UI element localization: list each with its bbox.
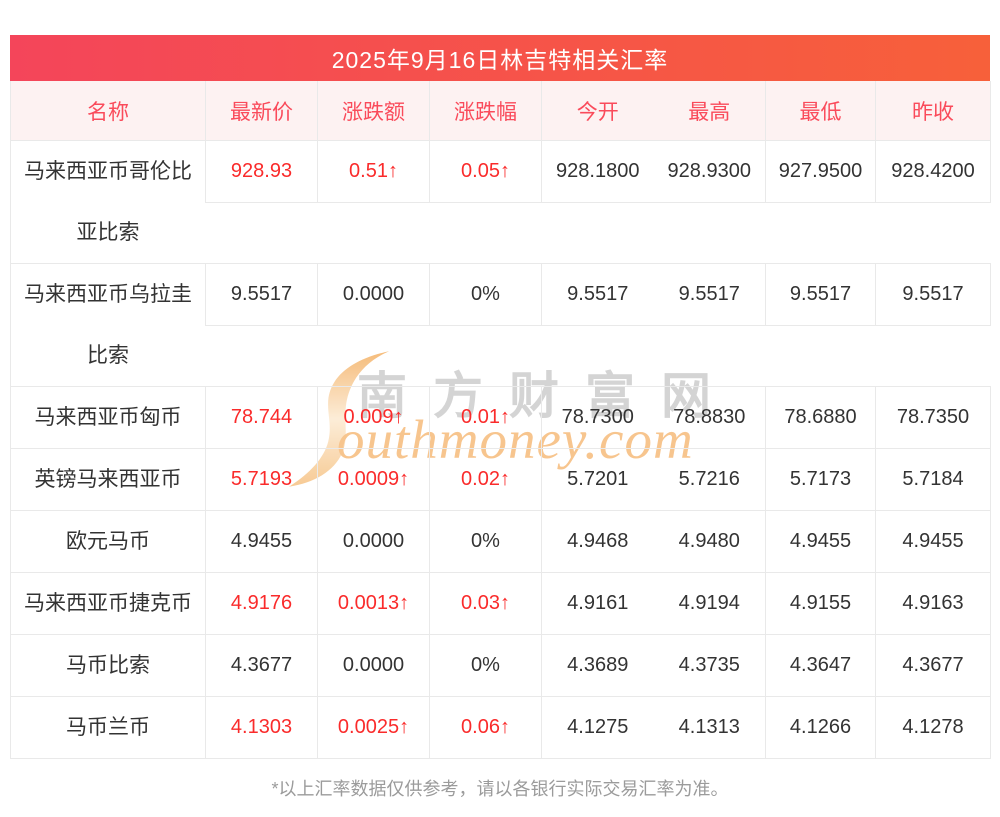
cell-prev: 4.3677 — [875, 634, 991, 697]
col-header-change: 涨跌额 — [317, 81, 430, 141]
cell-latest: 4.9176 — [205, 572, 318, 635]
currency-name-cell: 欧元马币 — [10, 510, 206, 573]
cell-open: 78.7300 — [541, 386, 654, 449]
cell-low: 4.9455 — [765, 510, 876, 573]
cell-prev: 9.5517 — [875, 263, 991, 326]
spacer-row — [11, 202, 991, 264]
page-title: 2025年9月16日林吉特相关汇率 — [331, 47, 669, 73]
cell-high: 4.1313 — [653, 696, 766, 759]
cell-change: 0.0013↑ — [317, 572, 430, 635]
cell-latest: 4.9455 — [205, 510, 318, 573]
cell-latest: 4.3677 — [205, 634, 318, 697]
currency-name-cell: 马来西亚币捷克币 — [10, 572, 206, 635]
currency-name-cell: 英镑马来西亚币 — [10, 448, 206, 511]
table-row: 马来西亚币乌拉圭比索 9.5517 0.0000 0% 9.5517 9.5517 9.55… — [10, 263, 991, 387]
table-body: 马来西亚币哥伦比亚比索 928.93 0.51↑ 0.05↑ 928.1800 928.9… — [10, 140, 991, 759]
cell-pct: 0% — [429, 510, 542, 573]
col-header-name: 名称 — [10, 81, 206, 141]
spacer-cell — [205, 325, 991, 387]
currency-name-cell: 马币兰币 — [10, 696, 206, 759]
footer-note: *以上汇率数据仅供参考，请以各银行实际交易汇率为准。 — [271, 779, 729, 799]
cell-low: 78.6880 — [765, 386, 876, 449]
cell-prev: 928.4200 — [875, 140, 991, 203]
cell-pct: 0.01↑ — [429, 386, 542, 449]
table-row: 马来西亚币匈币 78.744 0.009↑ 0.01↑ 78.7300 78.8830 78… — [10, 386, 991, 449]
cell-high: 9.5517 — [653, 263, 766, 326]
col-header-pct: 涨跌幅 — [429, 81, 542, 141]
cell-pct: 0.06↑ — [429, 696, 542, 759]
cell-open: 4.3689 — [541, 634, 654, 697]
cell-latest: 5.7193 — [205, 448, 318, 511]
cell-high: 5.7216 — [653, 448, 766, 511]
currency-name-cell: 马来西亚币匈币 — [10, 386, 206, 449]
currency-name-cell: 马来西亚币哥伦比亚比索 — [10, 140, 206, 264]
cell-open: 4.1275 — [541, 696, 654, 759]
cell-high: 78.8830 — [653, 386, 766, 449]
table-row: 马币兰币 4.1303 0.0025↑ 0.06↑ 4.1275 4.1313 4.1266… — [10, 696, 991, 759]
cell-prev: 4.9455 — [875, 510, 991, 573]
cell-low: 9.5517 — [765, 263, 876, 326]
cell-latest: 4.1303 — [205, 696, 318, 759]
rates-table: 名称 最新价 涨跌额 涨跌幅 今开 最高 最低 昨收 马来西亚币哥伦比亚比索 92… — [10, 81, 991, 759]
cell-change: 0.0000 — [317, 634, 430, 697]
cell-prev: 5.7184 — [875, 448, 991, 511]
table-row: 马来西亚币捷克币 4.9176 0.0013↑ 0.03↑ 4.9161 4.9194 4.… — [10, 572, 991, 635]
spacer-cell — [205, 202, 991, 264]
cell-pct: 0% — [429, 634, 542, 697]
cell-low: 4.3647 — [765, 634, 876, 697]
cell-change: 0.0009↑ — [317, 448, 430, 511]
cell-change: 0.51↑ — [317, 140, 430, 203]
col-header-prev: 昨收 — [875, 81, 991, 141]
table-row: 欧元马币 4.9455 0.0000 0% 4.9468 4.9480 4.9455 4.94… — [10, 510, 991, 573]
cell-latest: 78.744 — [205, 386, 318, 449]
cell-pct: 0% — [429, 263, 542, 326]
cell-open: 4.9161 — [541, 572, 654, 635]
col-header-latest: 最新价 — [205, 81, 318, 141]
col-header-low: 最低 — [765, 81, 876, 141]
cell-change: 0.0000 — [317, 263, 430, 326]
cell-change: 0.0025↑ — [317, 696, 430, 759]
cell-change: 0.009↑ — [317, 386, 430, 449]
cell-pct: 0.02↑ — [429, 448, 542, 511]
header-row: 名称 最新价 涨跌额 涨跌幅 今开 最高 最低 昨收 — [10, 81, 991, 141]
currency-name-cell: 马币比索 — [10, 634, 206, 697]
cell-high: 4.3735 — [653, 634, 766, 697]
cell-pct: 0.05↑ — [429, 140, 542, 203]
cell-latest: 9.5517 — [205, 263, 318, 326]
cell-pct: 0.03↑ — [429, 572, 542, 635]
cell-low: 4.9155 — [765, 572, 876, 635]
cell-prev: 4.9163 — [875, 572, 991, 635]
cell-open: 9.5517 — [541, 263, 654, 326]
col-header-open: 今开 — [541, 81, 654, 141]
cell-open: 928.1800 — [541, 140, 654, 203]
cell-open: 5.7201 — [541, 448, 654, 511]
cell-high: 4.9194 — [653, 572, 766, 635]
cell-latest: 928.93 — [205, 140, 318, 203]
title-bar: 2025年9月16日林吉特相关汇率 — [10, 35, 990, 81]
cell-prev: 78.7350 — [875, 386, 991, 449]
cell-high: 928.9300 — [653, 140, 766, 203]
table-row: 马来西亚币哥伦比亚比索 928.93 0.51↑ 0.05↑ 928.1800 928.9… — [10, 140, 991, 264]
cell-low: 5.7173 — [765, 448, 876, 511]
table-row: 英镑马来西亚币 5.7193 0.0009↑ 0.02↑ 5.7201 5.7216 5.7… — [10, 448, 991, 511]
cell-high: 4.9480 — [653, 510, 766, 573]
currency-name-cell: 马来西亚币乌拉圭比索 — [10, 263, 206, 387]
cell-low: 4.1266 — [765, 696, 876, 759]
cell-low: 927.9500 — [765, 140, 876, 203]
col-header-high: 最高 — [653, 81, 766, 141]
cell-change: 0.0000 — [317, 510, 430, 573]
cell-open: 4.9468 — [541, 510, 654, 573]
cell-prev: 4.1278 — [875, 696, 991, 759]
table-row: 马币比索 4.3677 0.0000 0% 4.3689 4.3735 4.3647 4.36… — [10, 634, 991, 697]
